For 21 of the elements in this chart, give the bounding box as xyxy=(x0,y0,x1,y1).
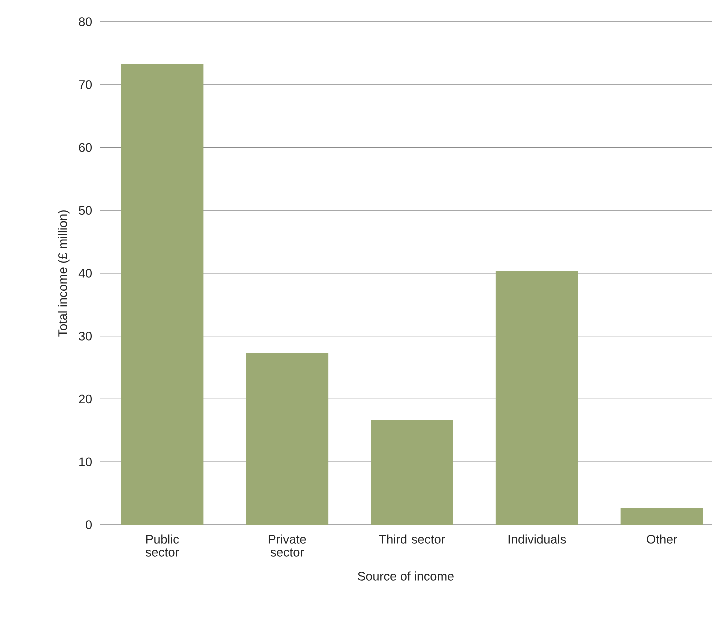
y-tick-label: 80 xyxy=(79,18,92,26)
y-tick-label: 0 xyxy=(86,520,92,530)
x-tick-label: Individuals xyxy=(508,534,566,544)
bar xyxy=(371,420,454,525)
y-axis-title: Total income (£ million) xyxy=(58,210,70,337)
y-tick-label: 20 xyxy=(79,394,92,404)
x-tick-label: Public sector xyxy=(146,534,180,557)
y-tick-label: 30 xyxy=(79,332,92,341)
y-tick-label: 60 xyxy=(79,143,92,152)
y-tick-label: 70 xyxy=(79,80,92,90)
x-axis-title: Source of income xyxy=(358,572,454,581)
bar xyxy=(121,64,204,525)
x-tick-label: Other xyxy=(647,534,678,544)
x-tick-label: Private sector xyxy=(268,534,306,557)
y-tick-label: 10 xyxy=(80,458,92,467)
bar xyxy=(496,270,578,525)
y-tick-label: 40 xyxy=(78,269,92,278)
bar xyxy=(620,508,704,525)
x-tick-label: Third sector xyxy=(379,534,446,544)
bar xyxy=(246,353,329,525)
y-tick-label: 50 xyxy=(79,206,92,216)
